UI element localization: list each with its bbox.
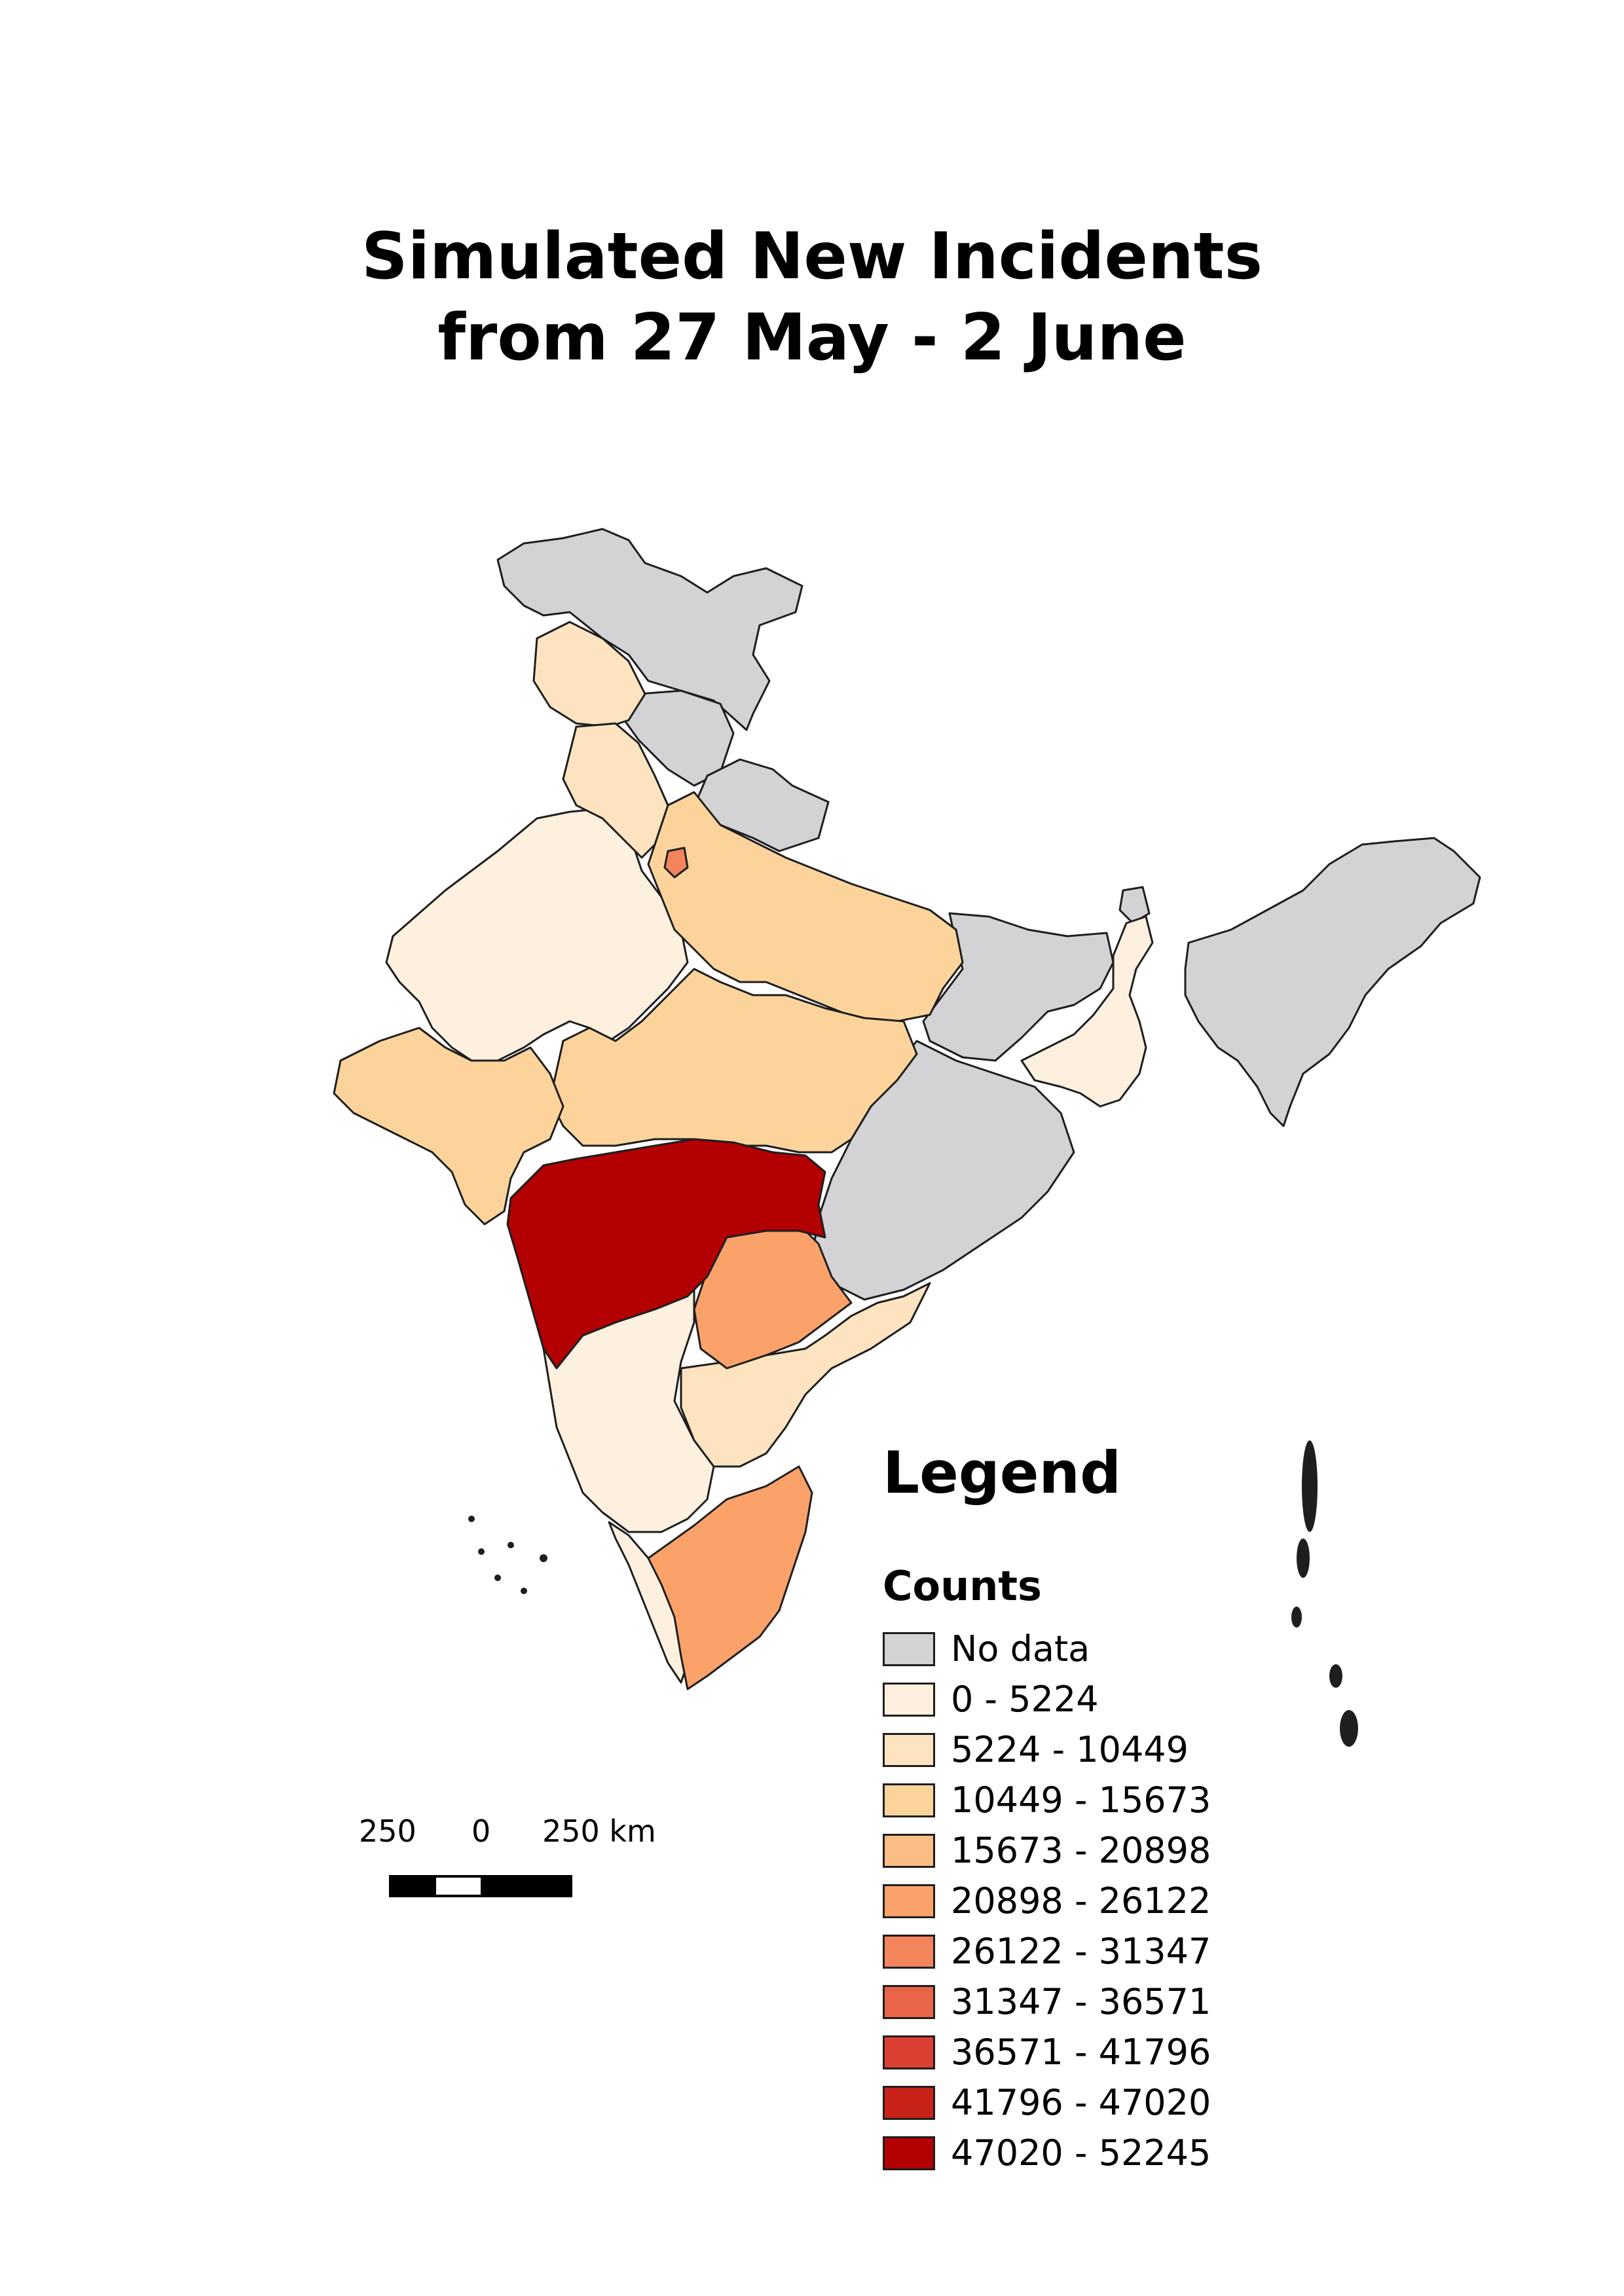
legend-swatch bbox=[883, 1682, 935, 1717]
region-delhi bbox=[663, 847, 689, 879]
region-madhya-pradesh bbox=[549, 968, 918, 1154]
legend-label: 26122 - 31347 bbox=[951, 1931, 1211, 1972]
scale-segment bbox=[392, 1878, 436, 1895]
legend-label: 31347 - 36571 bbox=[951, 1981, 1211, 2022]
legend-label: 41796 - 47020 bbox=[951, 2082, 1211, 2123]
legend-swatch bbox=[883, 2035, 935, 2069]
legend-item: 47020 - 52245 bbox=[883, 2128, 1211, 2178]
legend-label: 5224 - 10449 bbox=[951, 1729, 1189, 1770]
legend-list: No data 0 - 5224 5224 - 10449 10449 - 15… bbox=[883, 1624, 1211, 2178]
scale-segment bbox=[481, 1878, 570, 1895]
legend-label: 10449 - 15673 bbox=[951, 1779, 1211, 1821]
legend-heading: Legend bbox=[883, 1439, 1122, 1506]
legend-label: 0 - 5224 bbox=[951, 1679, 1099, 1720]
map-title: Simulated New Incidents from 27 May - 2 … bbox=[0, 216, 1624, 378]
region-northeast bbox=[1184, 837, 1481, 1127]
scale-bar-graphic bbox=[389, 1875, 572, 1897]
legend-label: 47020 - 52245 bbox=[951, 2132, 1211, 2174]
region-gujarat bbox=[333, 1027, 564, 1226]
legend-item: 0 - 5224 bbox=[883, 1674, 1211, 1724]
legend-item: 20898 - 26122 bbox=[883, 1876, 1211, 1926]
legend-swatch bbox=[883, 1732, 935, 1767]
lakshadweep-islands bbox=[468, 1516, 547, 1594]
map-title-line-2: from 27 May - 2 June bbox=[437, 301, 1187, 375]
region-tamil-nadu bbox=[647, 1465, 813, 1690]
andaman-nicobar-islands bbox=[1291, 1440, 1358, 1747]
legend-item: 15673 - 20898 bbox=[883, 1825, 1211, 1876]
legend-item: 26122 - 31347 bbox=[883, 1926, 1211, 1977]
legend-label: No data bbox=[951, 1628, 1090, 1669]
legend-item: 10449 - 15673 bbox=[883, 1775, 1211, 1825]
legend-swatch bbox=[883, 2136, 935, 2170]
legend-item: 31347 - 36571 bbox=[883, 1977, 1211, 2027]
map-title-line-1: Simulated New Incidents bbox=[361, 219, 1263, 294]
legend-swatch bbox=[883, 1631, 935, 1666]
legend-swatch bbox=[883, 2085, 935, 2120]
region-haryana bbox=[562, 722, 669, 859]
legend-label: 36571 - 41796 bbox=[951, 2032, 1211, 2073]
legend-item: 5224 - 10449 bbox=[883, 1724, 1211, 1775]
legend-item: No data bbox=[883, 1624, 1211, 1674]
legend-swatch bbox=[883, 1833, 935, 1868]
region-bihar-jharkhand bbox=[922, 912, 1115, 1062]
scale-label-right: 250 km bbox=[542, 1813, 656, 1849]
scale-segment bbox=[436, 1878, 481, 1895]
legend-swatch bbox=[883, 1783, 935, 1817]
scale-bar: 250 0 250 km bbox=[359, 1813, 656, 1905]
legend-item: 36571 - 41796 bbox=[883, 2027, 1211, 2077]
legend-item: 41796 - 47020 bbox=[883, 2077, 1211, 2128]
region-rajasthan bbox=[385, 807, 689, 1062]
region-chhattisgarh-odisha bbox=[811, 1040, 1075, 1301]
legend-label: 20898 - 26122 bbox=[951, 1880, 1211, 1922]
region-uttar-pradesh bbox=[647, 791, 964, 1023]
region-andhra-east bbox=[680, 1282, 931, 1468]
region-jammu-kashmir bbox=[496, 528, 803, 731]
scale-label-left: 250 bbox=[359, 1813, 416, 1849]
legend-subheading: Counts bbox=[883, 1562, 1042, 1610]
region-maharashtra bbox=[506, 1138, 826, 1370]
legend-swatch bbox=[883, 1884, 935, 1918]
region-west-bengal bbox=[1020, 915, 1154, 1108]
legend-swatch bbox=[883, 1934, 935, 1969]
legend-swatch bbox=[883, 1984, 935, 2019]
scale-label-zero: 0 bbox=[471, 1813, 491, 1849]
region-punjab bbox=[532, 621, 646, 728]
legend-label: 15673 - 20898 bbox=[951, 1830, 1211, 1871]
